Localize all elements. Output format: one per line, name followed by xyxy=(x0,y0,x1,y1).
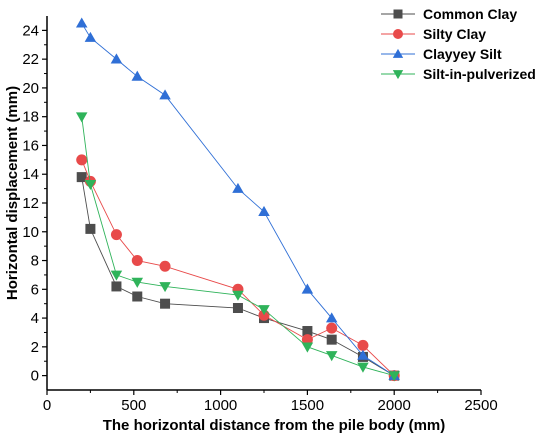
legend-item: Clayyey Silt xyxy=(381,46,502,62)
legend-marker xyxy=(392,70,404,80)
data-point xyxy=(326,334,337,345)
series-0 xyxy=(76,172,400,381)
data-point xyxy=(326,322,338,334)
y-tick-label: 12 xyxy=(22,195,39,212)
y-axis-title: Horizontal displacement (mm) xyxy=(4,86,21,300)
y-tick-label: 16 xyxy=(22,137,39,154)
data-point xyxy=(111,281,122,292)
data-point xyxy=(110,270,123,281)
x-tick-label: 1500 xyxy=(291,397,324,414)
legend-label: Common Clay xyxy=(423,6,517,22)
data-point xyxy=(232,290,244,301)
data-point xyxy=(76,154,88,166)
y-tick-label: 14 xyxy=(22,166,39,183)
data-point xyxy=(357,362,369,373)
series-2 xyxy=(75,17,400,380)
data-point xyxy=(357,349,369,360)
x-tick-label: 0 xyxy=(43,397,51,414)
data-point xyxy=(131,70,144,81)
legend-item: Common Clay xyxy=(381,6,517,22)
data-point xyxy=(84,31,97,42)
plot-frame xyxy=(46,16,481,391)
data-point xyxy=(110,229,122,241)
data-point xyxy=(301,334,313,346)
legend-marker xyxy=(393,29,403,39)
data-point xyxy=(388,371,400,382)
y-tick-label: 18 xyxy=(22,109,39,126)
data-point xyxy=(258,305,270,316)
data-point xyxy=(159,260,171,272)
legend: Common Clay Silty Clay Clayyey Silt Silt-in… xyxy=(381,6,536,82)
series-layer xyxy=(75,17,400,382)
x-ticks: 0 500 1000 1500 2000 2500 xyxy=(43,390,498,414)
y-tick-label: 0 xyxy=(31,368,39,385)
legend-marker xyxy=(392,48,404,58)
data-point xyxy=(325,312,338,323)
data-point xyxy=(357,339,369,351)
data-point xyxy=(75,17,88,28)
data-point xyxy=(159,89,171,100)
x-tick-label: 500 xyxy=(121,397,146,414)
data-point xyxy=(110,53,123,64)
y-tick-label: 4 xyxy=(31,310,39,327)
series-line xyxy=(81,177,395,377)
data-point xyxy=(131,277,144,288)
data-point xyxy=(160,298,171,309)
y-tick-label: 10 xyxy=(22,224,39,241)
data-point xyxy=(301,342,314,353)
data-point xyxy=(75,112,88,123)
data-point xyxy=(258,205,270,216)
y-tick-label: 8 xyxy=(31,253,39,270)
y-tick-label: 22 xyxy=(22,51,39,68)
data-point xyxy=(76,172,87,183)
data-point xyxy=(232,303,243,314)
series-3 xyxy=(75,112,400,382)
x-tick-label: 2000 xyxy=(378,397,411,414)
y-tick-label: 24 xyxy=(22,22,39,39)
legend-label: Clayyey Silt xyxy=(423,46,502,62)
legend-label: Silty Clay xyxy=(423,26,486,42)
legend-label: Silt-in-pulverized xyxy=(423,66,536,82)
data-point xyxy=(325,351,338,362)
x-axis-title: The horizontal distance from the pile bo… xyxy=(103,417,446,434)
legend-item: Silt-in-pulverized xyxy=(381,66,536,82)
legend-marker xyxy=(393,9,403,19)
data-point xyxy=(232,182,244,193)
y-tick-label: 6 xyxy=(31,281,39,298)
data-point xyxy=(302,326,313,337)
series-line xyxy=(81,22,395,376)
x-tick-label: 1000 xyxy=(204,397,237,414)
data-point xyxy=(84,179,97,191)
x-tick-label: 2500 xyxy=(464,397,497,414)
data-point xyxy=(85,223,96,234)
y-tick-label: 20 xyxy=(22,80,39,97)
legend-item: Silty Clay xyxy=(381,26,486,42)
data-point xyxy=(159,282,171,293)
data-point xyxy=(258,309,270,321)
y-tick-label: 2 xyxy=(31,339,39,356)
data-point xyxy=(132,291,143,302)
data-point xyxy=(131,255,143,267)
data-point xyxy=(301,283,314,294)
